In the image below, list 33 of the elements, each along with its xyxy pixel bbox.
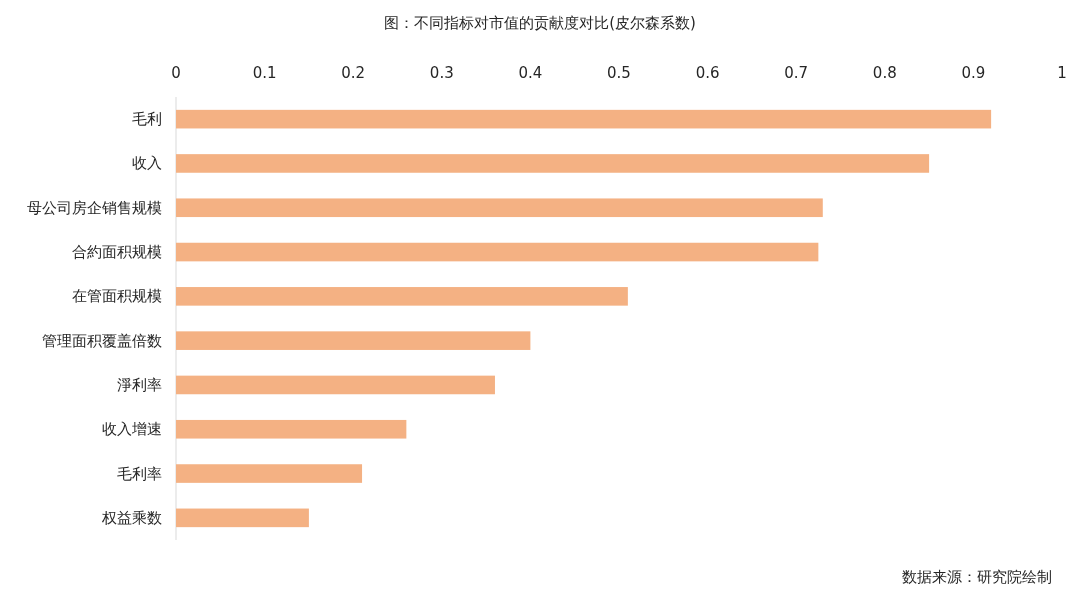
- y-tick-label: 管理面积覆盖倍数: [42, 331, 162, 350]
- bar: [176, 419, 407, 439]
- y-tick-label: 权益乘数: [101, 508, 162, 527]
- x-tick-label: 0: [171, 64, 181, 82]
- x-tick-label: 0.6: [695, 64, 720, 82]
- bar: [176, 464, 363, 483]
- x-tick-label: 0.1: [252, 64, 277, 82]
- chart-title: 图：不同指标对市值的贡献度对比(皮尔森系数): [384, 14, 696, 32]
- y-tick-label: 毛利: [132, 110, 162, 129]
- x-tick-label: 1: [1057, 64, 1067, 82]
- y-tick-label: 淨利率: [117, 375, 162, 394]
- x-tick-label: 0.9: [961, 64, 986, 82]
- bar: [176, 287, 628, 306]
- x-tick-label: 0.2: [341, 64, 366, 82]
- bar: [176, 109, 992, 129]
- source-note: 数据来源：研究院绘制: [902, 568, 1052, 586]
- x-tick-label: 0.8: [872, 64, 897, 82]
- y-tick-label: 在管面积规模: [72, 287, 162, 306]
- y-tick-label: 收入: [132, 154, 162, 173]
- y-tick-label: 母公司房企销售规模: [27, 198, 162, 217]
- y-tick-label: 合約面积规模: [72, 243, 162, 262]
- bar: [176, 375, 495, 395]
- y-tick-label: 收入增速: [102, 420, 162, 439]
- y-tick-label: 毛利率: [117, 464, 162, 483]
- x-tick-label: 0.5: [607, 64, 631, 82]
- bar: [176, 198, 823, 218]
- x-tick-label: 0.3: [429, 64, 454, 82]
- bar: [176, 331, 531, 350]
- bar: [176, 508, 309, 528]
- x-tick-label: 0.4: [518, 64, 543, 82]
- bar: [176, 242, 819, 262]
- x-tick-label: 0.7: [784, 64, 809, 82]
- bar: [176, 154, 930, 173]
